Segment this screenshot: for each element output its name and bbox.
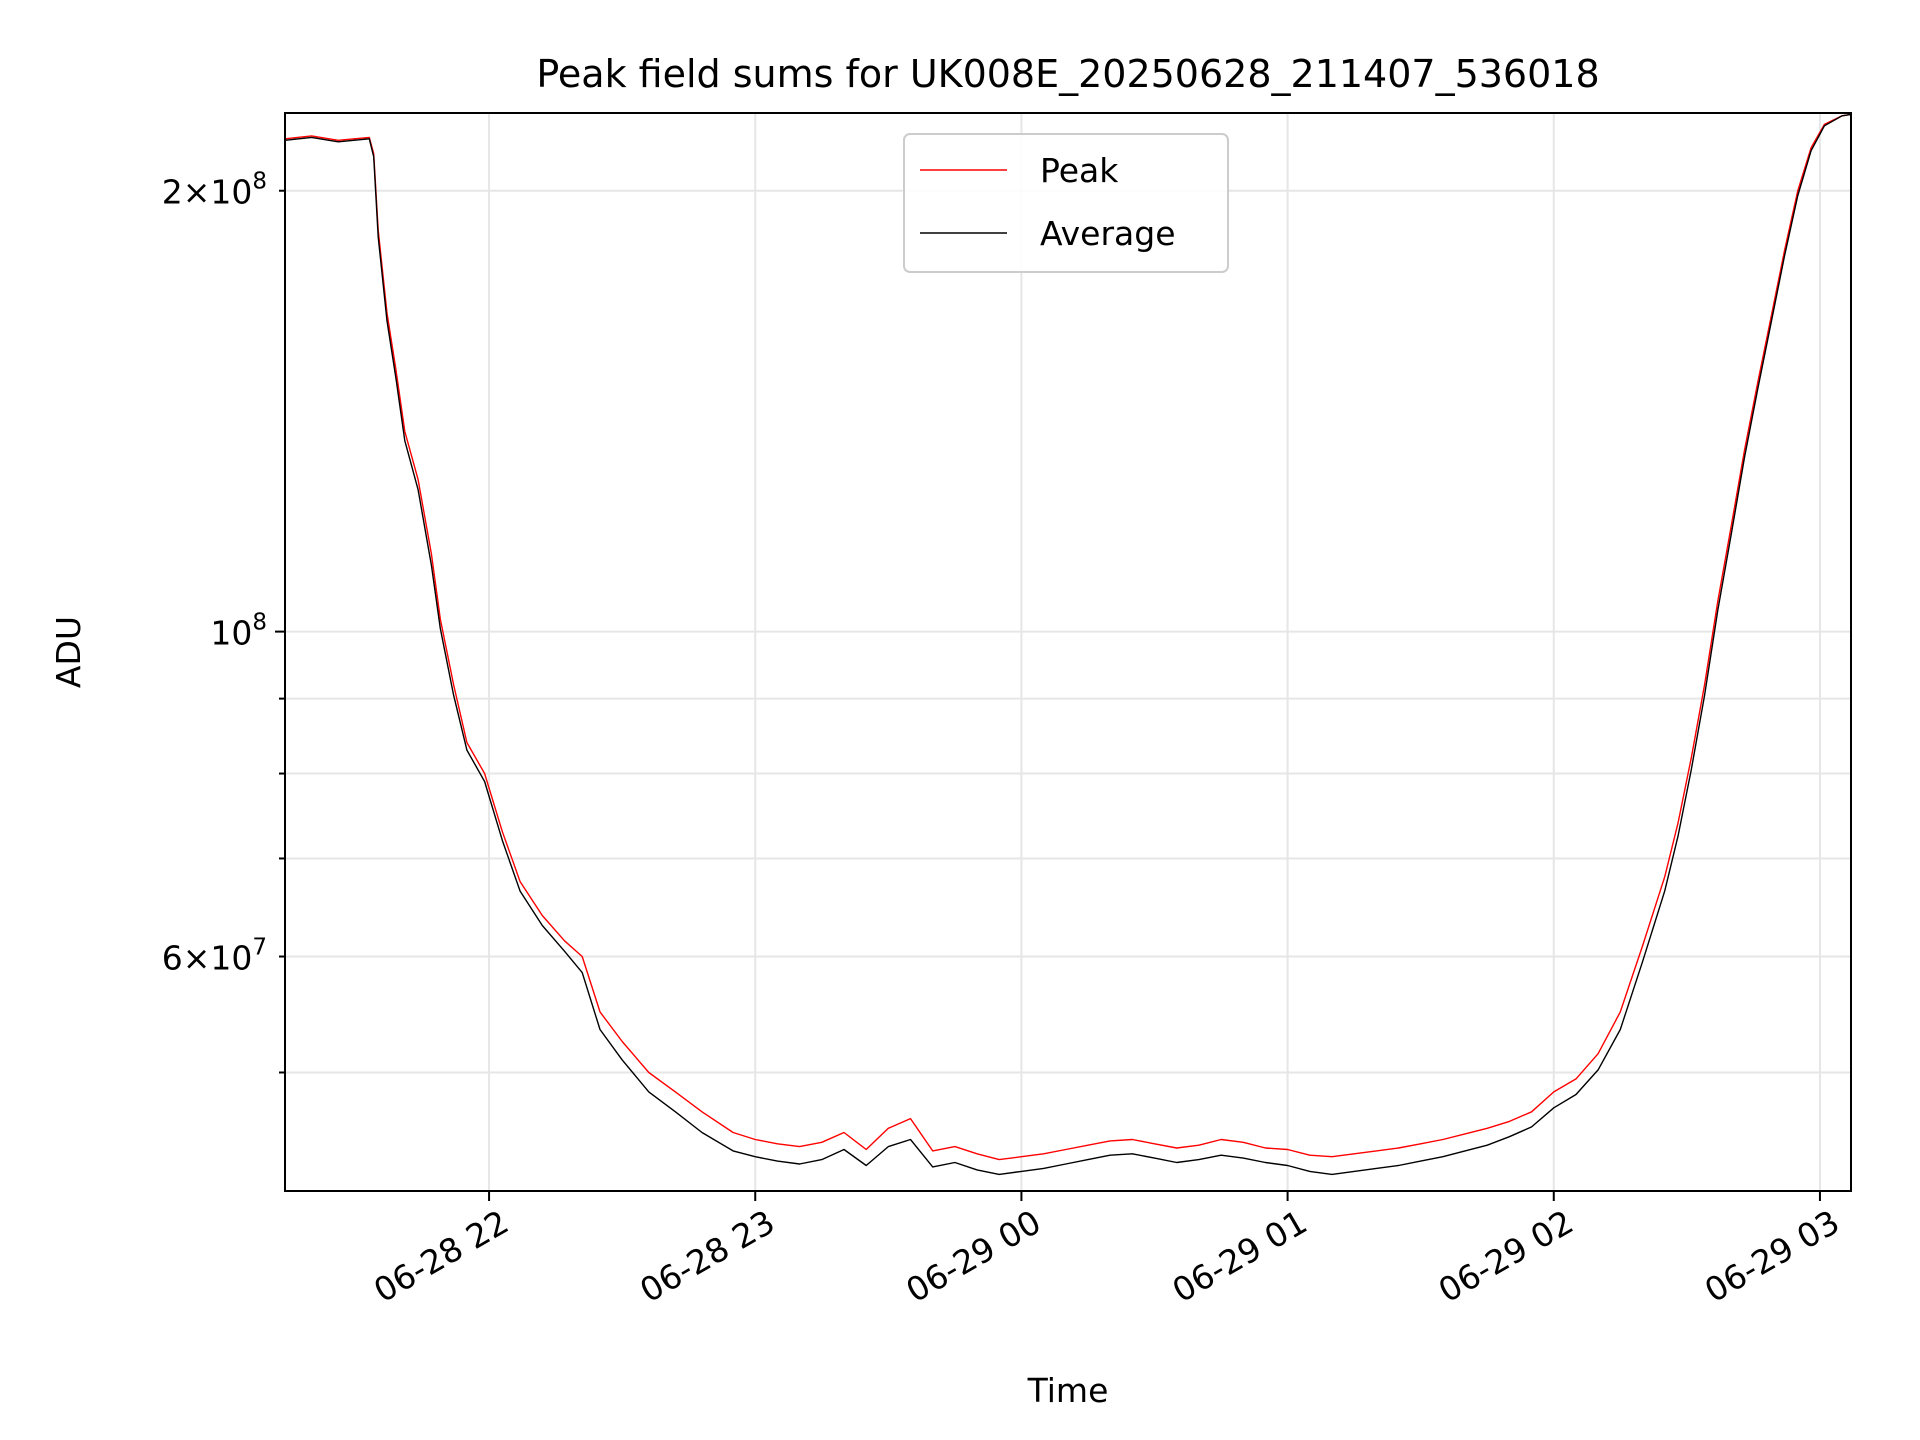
series-line-peak: [284, 113, 1852, 1161]
chart-title: Peak field sums for UK008E_20250628_2114…: [536, 52, 1599, 96]
y-tick-label: 108: [210, 610, 267, 653]
y-axis-label: ADU: [49, 616, 88, 688]
legend-label-average: Average: [1040, 214, 1176, 253]
legend: Peak Average: [903, 133, 1229, 273]
series-line-average: [284, 113, 1852, 1176]
y-tick-label: 6×107: [162, 935, 267, 978]
axes-frame: [284, 112, 1852, 1192]
y-tick-label: 2×108: [162, 169, 267, 212]
plot-area: [284, 113, 1852, 1176]
legend-label-peak: Peak: [1040, 151, 1119, 190]
x-axis-label: Time: [1027, 1371, 1109, 1410]
legend-box: [903, 133, 1229, 273]
